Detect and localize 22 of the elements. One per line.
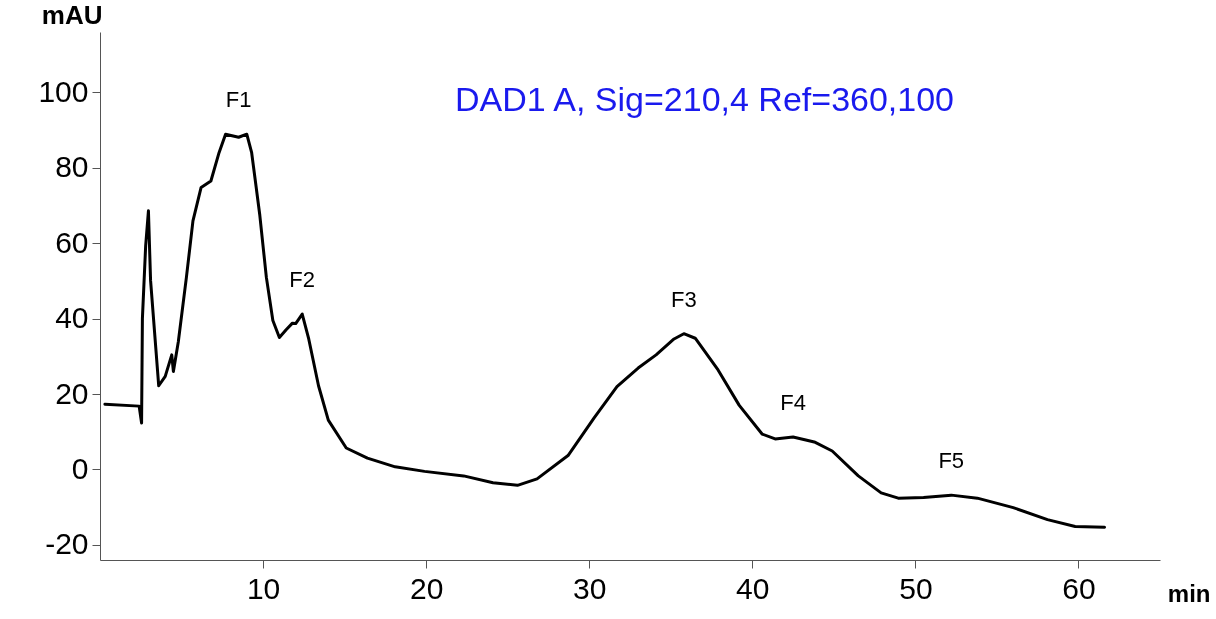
line-series xyxy=(103,132,1107,529)
y-tick-label: 40 xyxy=(55,301,89,335)
x-tick-label: 30 xyxy=(573,571,607,605)
y-tick-label: 0 xyxy=(71,451,89,485)
x-axis-title: min xyxy=(1167,579,1211,607)
annotation: F5 xyxy=(938,448,965,474)
annotation: F3 xyxy=(670,286,697,312)
y-axis-title: mAU xyxy=(41,0,103,30)
y-tick-label: 60 xyxy=(55,225,89,259)
annotation: DAD1 A, Sig=210,4 Ref=360,100 xyxy=(455,79,955,118)
y-tick-label: 100 xyxy=(38,74,89,108)
annotation: F2 xyxy=(289,267,316,293)
x-tick-label: 50 xyxy=(899,571,933,605)
x-tick-label: 40 xyxy=(736,571,770,605)
x-tick-label: 60 xyxy=(1062,571,1096,605)
x-tick-label: 20 xyxy=(409,571,444,605)
y-tick-label: 20 xyxy=(55,376,89,410)
annotation: F1 xyxy=(225,87,252,113)
y-tick-label: 80 xyxy=(55,150,89,184)
annotation: F4 xyxy=(780,390,806,416)
x-tick-label: 10 xyxy=(246,571,281,605)
y-tick-label: -20 xyxy=(45,527,89,561)
